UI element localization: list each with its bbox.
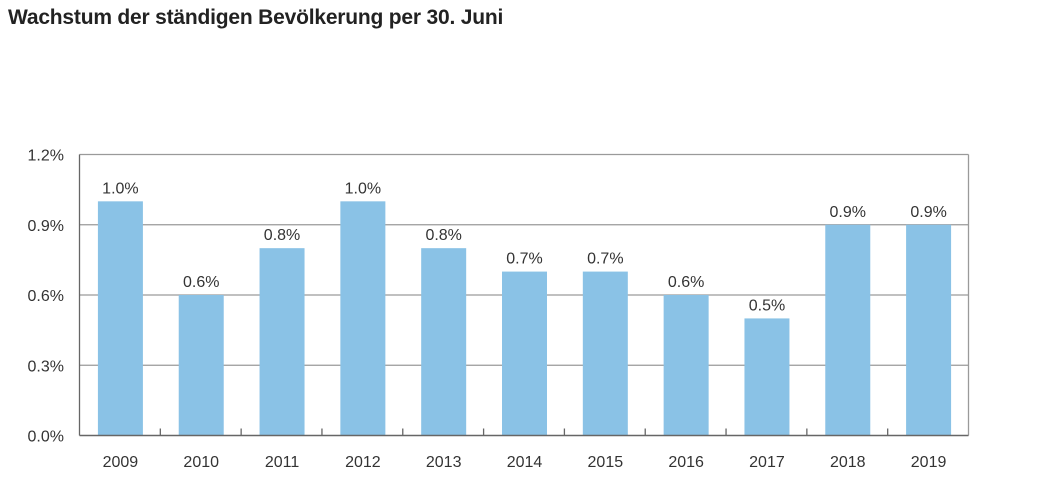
bar-2011: [259, 248, 305, 436]
data-label: 0.5%: [749, 297, 785, 314]
bar-2010: [178, 295, 224, 436]
x-tick-label: 2013: [426, 454, 462, 471]
y-tick-label: 0.9%: [28, 218, 64, 235]
x-tick-label: 2015: [588, 454, 624, 471]
chart-title: Wachstum der ständigen Bevölkerung per 3…: [8, 6, 504, 29]
bar-2016: [663, 295, 709, 436]
data-label: 0.9%: [830, 204, 866, 221]
x-tick-label: 2010: [183, 454, 219, 471]
data-label: 0.6%: [183, 274, 219, 291]
bar-2017: [744, 318, 790, 436]
data-label: 1.0%: [345, 180, 381, 197]
bar-2012: [340, 201, 386, 436]
x-tick-label: 2018: [830, 454, 866, 471]
data-label: 0.6%: [668, 274, 704, 291]
x-tick-label: 2016: [668, 454, 704, 471]
bar-2013: [421, 248, 467, 436]
x-tick-label: 2019: [911, 454, 947, 471]
data-label: 1.0%: [102, 180, 138, 197]
x-tick-label: 2011: [265, 454, 300, 471]
x-tick-label: 2017: [749, 454, 785, 471]
bar-2015: [582, 271, 628, 436]
data-label: 0.8%: [264, 227, 300, 244]
x-tick-label: 2009: [103, 454, 139, 471]
y-tick-label: 1.2%: [28, 148, 64, 165]
y-tick-label: 0.6%: [28, 288, 64, 305]
data-label: 0.7%: [506, 251, 542, 268]
y-tick-label: 0.3%: [28, 358, 64, 375]
bar-2019: [906, 224, 952, 436]
data-label: 0.9%: [910, 204, 946, 221]
data-label: 0.7%: [587, 251, 623, 268]
data-label: 0.8%: [425, 227, 461, 244]
bar-2018: [825, 224, 871, 436]
x-tick-label: 2012: [345, 454, 381, 471]
x-tick-label: 2014: [507, 454, 543, 471]
bar-2014: [502, 271, 547, 436]
y-tick-label: 0.0%: [28, 429, 64, 446]
bar-2009: [97, 201, 143, 436]
